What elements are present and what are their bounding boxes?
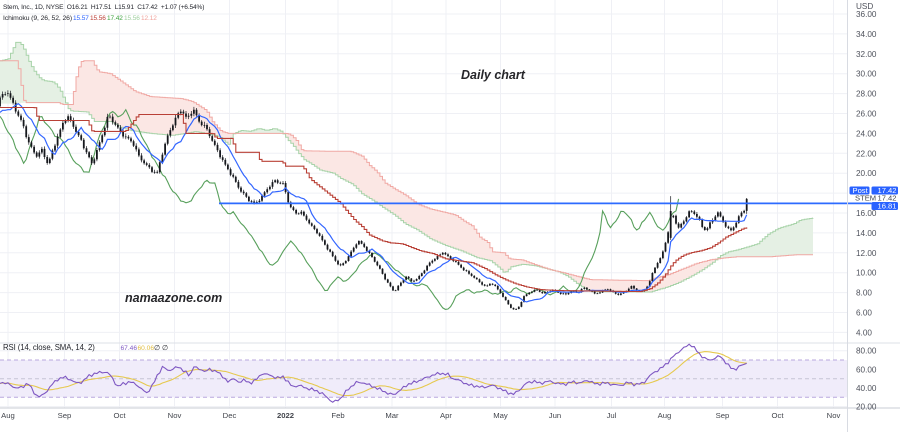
svg-text:40.00: 40.00	[856, 384, 877, 393]
svg-text:24.00: 24.00	[856, 129, 877, 138]
svg-text:Oct: Oct	[114, 411, 127, 420]
svg-text:60.06: 60.06	[138, 345, 155, 352]
svg-text:67.46: 67.46	[121, 345, 138, 352]
svg-text:Jul: Jul	[607, 411, 617, 420]
svg-text:2022: 2022	[277, 411, 294, 420]
svg-text:8.00: 8.00	[856, 289, 872, 298]
svg-text:28.00: 28.00	[856, 90, 877, 99]
svg-text:Jun: Jun	[549, 411, 561, 420]
svg-text:Oct: Oct	[772, 411, 785, 420]
svg-text:∅ ∅: ∅ ∅	[154, 345, 168, 352]
svg-text:Nov: Nov	[168, 411, 182, 420]
svg-text:Sep: Sep	[58, 411, 72, 420]
svg-text:15.56: 15.56	[124, 15, 140, 22]
svg-text:namaazone.com: namaazone.com	[125, 291, 222, 305]
svg-text:17.42: 17.42	[878, 194, 897, 203]
svg-text:May: May	[493, 411, 508, 420]
svg-text:Apr: Apr	[440, 411, 452, 420]
svg-text:Dec: Dec	[223, 411, 237, 420]
svg-text:30.00: 30.00	[856, 70, 877, 79]
svg-text:15.57: 15.57	[73, 15, 89, 22]
svg-text:Sep: Sep	[716, 411, 730, 420]
svg-text:17.42: 17.42	[107, 15, 123, 22]
svg-text:15.56: 15.56	[90, 15, 106, 22]
svg-text:Stem, Inc., 1D, NYSE O16.21: Stem, Inc., 1D, NYSE O16.21 H17.51 L15.9…	[3, 4, 204, 11]
svg-text:Post: Post	[853, 186, 869, 195]
svg-text:STEM: STEM	[855, 194, 876, 203]
svg-text:22.00: 22.00	[856, 149, 877, 158]
svg-text:Daily chart: Daily chart	[461, 68, 526, 82]
svg-text:Aug: Aug	[658, 411, 672, 420]
svg-text:USD: USD	[856, 2, 873, 11]
svg-text:20.00: 20.00	[856, 169, 877, 178]
svg-text:Nov: Nov	[827, 411, 841, 420]
svg-text:32.00: 32.00	[856, 50, 877, 59]
svg-text:12.12: 12.12	[141, 15, 157, 22]
svg-text:6.00: 6.00	[856, 309, 872, 318]
svg-text:34.00: 34.00	[856, 30, 877, 39]
svg-text:12.00: 12.00	[856, 249, 877, 258]
svg-text:Aug: Aug	[1, 411, 15, 420]
svg-text:26.00: 26.00	[856, 110, 877, 119]
svg-text:60.00: 60.00	[856, 365, 877, 374]
svg-text:36.00: 36.00	[856, 10, 877, 19]
svg-text:20.00: 20.00	[856, 403, 877, 412]
svg-text:Mar: Mar	[385, 411, 399, 420]
svg-text:80.00: 80.00	[856, 347, 877, 356]
svg-text:RSI (14, close, SMA, 14, 2): RSI (14, close, SMA, 14, 2)	[3, 343, 95, 352]
svg-text:Feb: Feb	[331, 411, 344, 420]
svg-text:17.42: 17.42	[878, 186, 897, 195]
svg-text:4.00: 4.00	[856, 328, 872, 337]
svg-text:16.00: 16.00	[856, 209, 877, 218]
svg-text:10.00: 10.00	[856, 269, 877, 278]
svg-text:Ichimoku (9, 26, 52, 26): Ichimoku (9, 26, 52, 26)	[3, 15, 72, 22]
svg-text:16.81: 16.81	[878, 202, 897, 211]
svg-text:14.00: 14.00	[856, 229, 877, 238]
